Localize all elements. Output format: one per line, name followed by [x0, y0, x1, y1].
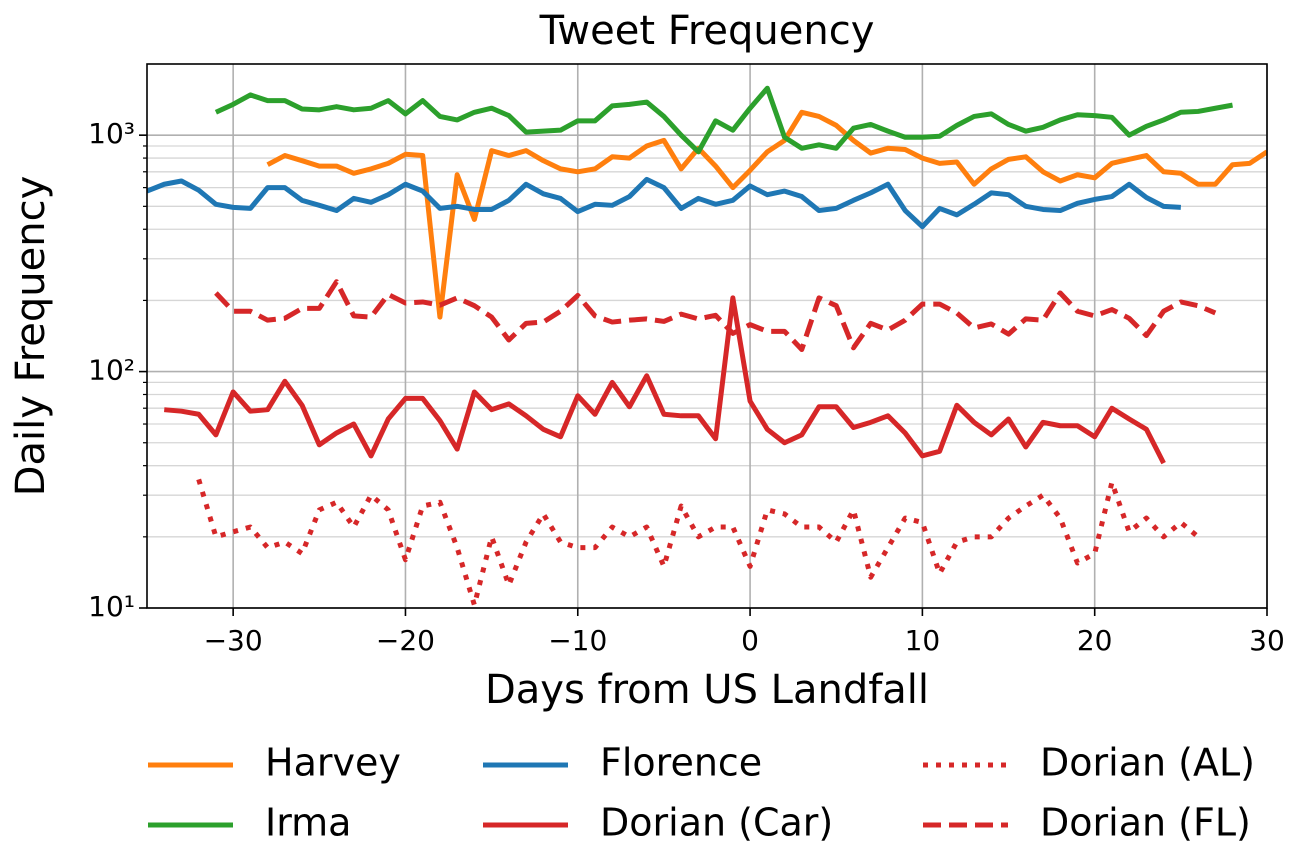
plot-lines [147, 85, 1267, 608]
y-tick-label: 10² [88, 354, 135, 387]
chart-title: Tweet Frequency [539, 8, 875, 54]
x-tick-label: 0 [741, 624, 759, 657]
y-tick-label: 10¹ [88, 590, 135, 623]
plot-frame [146, 63, 1268, 609]
series-line [214, 279, 1217, 352]
series-line [164, 295, 1166, 465]
x-tick-label: 20 [1077, 624, 1113, 657]
y-axis-label: Daily Frequency [8, 176, 54, 497]
x-tick-label: −20 [376, 624, 435, 657]
legend-label: Dorian (FL) [1040, 801, 1251, 844]
series-line [147, 176, 1181, 230]
axes: 10¹ 10² 10³ −30 −20 −10 0 10 20 30 [88, 117, 1285, 657]
legend-label: Dorian (Car) [600, 801, 833, 844]
x-tick-label: −10 [548, 624, 607, 657]
y-tick-label: 10³ [88, 117, 135, 150]
x-axis-label: Days from US Landfall [485, 667, 929, 713]
grid [147, 64, 1268, 609]
x-tick-label: 30 [1249, 624, 1285, 657]
legend: Harvey Irma Florence Dorian (Car) Dorian (AL… [148, 741, 1255, 845]
legend-label: Irma [265, 801, 351, 844]
x-tick-label: 10 [905, 624, 941, 657]
series-line [214, 85, 1233, 155]
x-tick-label: −30 [204, 624, 263, 657]
legend-label: Dorian (AL) [1040, 741, 1255, 785]
series-line [266, 109, 1267, 320]
series-line [196, 478, 1200, 608]
legend-label: Harvey [265, 741, 401, 785]
legend-label: Florence [600, 741, 762, 785]
